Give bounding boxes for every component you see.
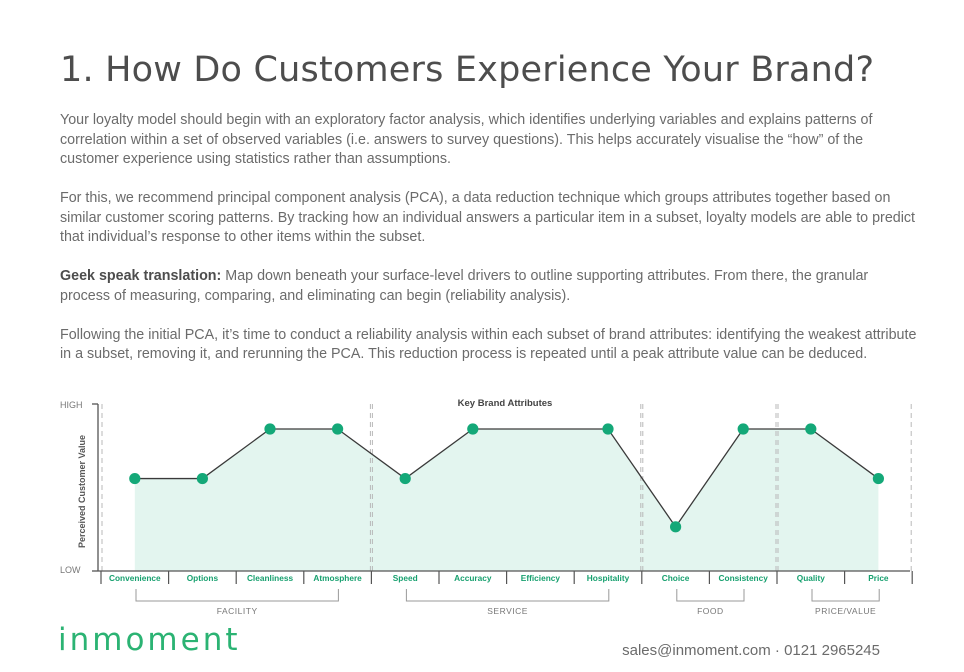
paragraph-pca: For this, we recommend principal compone… xyxy=(60,189,920,248)
inmoment-logo: inmoment xyxy=(58,622,241,658)
paragraph-intro: Your loyalty model should begin with an … xyxy=(60,111,920,170)
category-label: Quality xyxy=(797,573,826,583)
category-label: Hospitality xyxy=(587,573,630,583)
body-text: Your loyalty model should begin with an … xyxy=(60,111,920,384)
group-label: FOOD xyxy=(697,606,724,616)
category-label: Choice xyxy=(662,573,690,583)
y-label-low: LOW xyxy=(60,565,81,575)
paragraph-text: Your loyalty model should begin with an … xyxy=(60,112,873,167)
paragraph-text: For this, we recommend principal compone… xyxy=(60,190,916,245)
contact-info: sales@inmoment.com · 0121 2965245 xyxy=(622,642,880,659)
group-label: FACILITY xyxy=(217,606,258,616)
data-point xyxy=(670,521,682,533)
data-point xyxy=(805,423,817,435)
geek-speak-label: Geek speak translation: xyxy=(60,268,222,284)
data-point xyxy=(602,423,614,435)
group-bracket xyxy=(676,589,745,602)
category-label: Price xyxy=(868,573,889,583)
data-point xyxy=(872,472,885,485)
page-title: 1. How Do Customers Experience Your Bran… xyxy=(60,50,875,90)
category-label: Atmosphere xyxy=(313,573,362,583)
paragraph-text: Following the initial PCA, it’s time to … xyxy=(60,326,917,363)
chart-title: Key Brand Attributes xyxy=(458,398,553,409)
category-label: Convenience xyxy=(109,573,161,583)
group-label: PRICE/VALUE xyxy=(815,606,876,616)
category-label: Speed xyxy=(393,573,418,583)
data-point xyxy=(264,423,276,435)
data-point xyxy=(332,423,344,435)
series-area xyxy=(134,429,879,571)
category-label: Cleanliness xyxy=(247,573,294,583)
y-axis-title: Perceived Customer Value xyxy=(77,435,87,548)
data-point xyxy=(196,472,208,485)
category-label: Efficiency xyxy=(521,573,561,583)
group-bracket xyxy=(811,589,880,602)
category-label: Consistency xyxy=(719,573,769,583)
paragraph-reliability: Following the initial PCA, it’s time to … xyxy=(60,326,920,365)
group-bracket xyxy=(135,589,339,602)
data-point xyxy=(737,423,749,435)
paragraph-geek-speak: Geek speak translation: Map down beneath… xyxy=(60,267,920,306)
paragraph-text: Map down beneath your surface-level driv… xyxy=(60,268,869,304)
category-label: Options xyxy=(187,573,219,583)
data-point xyxy=(129,472,141,485)
group-label: SERVICE xyxy=(487,606,528,616)
group-bracket xyxy=(405,589,610,602)
category-label: Accuracy xyxy=(454,573,492,583)
y-label-high: HIGH xyxy=(60,400,83,410)
data-point xyxy=(467,423,479,435)
data-point xyxy=(399,472,411,485)
